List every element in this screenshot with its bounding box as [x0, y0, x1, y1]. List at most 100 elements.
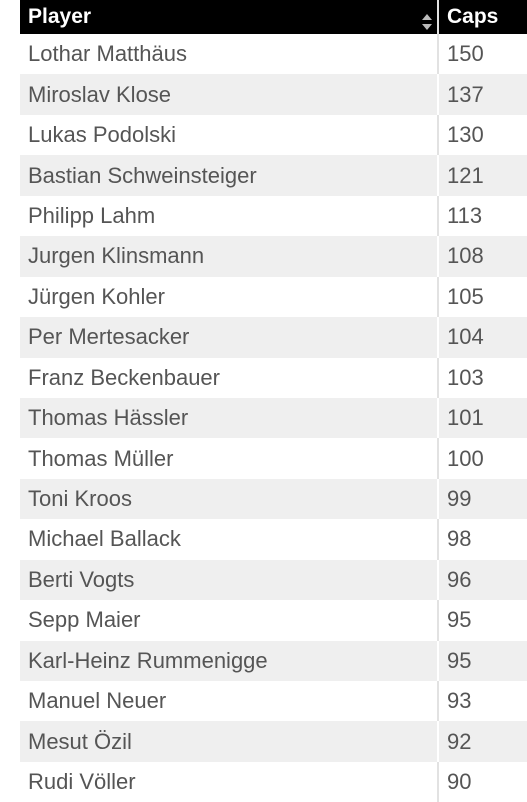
player-name: Thomas Hässler	[28, 405, 189, 431]
table-cell: Michael Ballack	[20, 526, 437, 552]
table-cell: Karl-Heinz Rummenigge	[20, 648, 437, 674]
table-row: Per Mertesacker 104	[20, 317, 527, 358]
player-name: Toni Kroos	[28, 486, 132, 512]
table-cell: 108	[437, 236, 527, 277]
table-row: Thomas Hässler 101	[20, 397, 527, 439]
caps-value: 93	[447, 688, 472, 714]
caps-value: 99	[447, 486, 472, 512]
table-cell: 90	[437, 761, 527, 802]
table-cell: Lothar Matthäus	[20, 41, 437, 67]
table-row: Bastian Schweinsteiger 121	[20, 155, 527, 196]
caps-value: 121	[447, 162, 484, 188]
table-cell: 137	[437, 74, 527, 115]
table-cell: Thomas Hässler	[20, 405, 437, 431]
table-row: Jürgen Kohler 105	[20, 276, 527, 318]
player-name: Lothar Matthäus	[28, 41, 187, 67]
table-cell: Per Mertesacker	[20, 324, 437, 350]
table-row: Toni Kroos 99	[20, 478, 527, 520]
table-row: Miroslav Klose 137	[20, 74, 527, 115]
player-name: Mesut Özil	[28, 728, 132, 754]
table-cell: 92	[437, 721, 527, 762]
caps-value: 113	[447, 202, 483, 228]
player-name: Jürgen Kohler	[28, 283, 165, 309]
caps-value: 108	[447, 243, 484, 269]
player-name: Philipp Lahm	[28, 202, 156, 228]
header-text: Caps	[447, 5, 499, 28]
header-cell[interactable]: Player	[20, 5, 437, 31]
sort-icon[interactable]	[421, 13, 433, 31]
table-cell: 95	[437, 640, 527, 681]
table-cell: Franz Beckenbauer	[20, 365, 437, 391]
table-cell: Lukas Podolski	[20, 122, 437, 148]
table-row: Thomas Müller 100	[20, 438, 527, 479]
caps-value: 130	[447, 122, 484, 148]
table-row: Jurgen Klinsmann 108	[20, 236, 527, 277]
header-cell[interactable]: Caps	[437, 0, 527, 34]
table-cell: Bastian Schweinsteiger	[20, 163, 437, 189]
player-name: Michael Ballack	[28, 526, 181, 552]
caps-value: 137	[447, 81, 484, 107]
player-name: Jurgen Klinsmann	[28, 243, 205, 269]
table-row: Berti Vogts 96	[20, 559, 527, 601]
table-cell: 121	[437, 155, 527, 196]
table-cell: 100	[437, 438, 527, 479]
player-name: Miroslav Klose	[28, 81, 172, 107]
table-cell: Jürgen Kohler	[20, 284, 437, 310]
caps-value: 105	[447, 283, 484, 309]
table-row: Franz Beckenbauer 103	[20, 357, 527, 398]
table-row: Manuel Neuer 93	[20, 681, 527, 722]
table-cell: 101	[437, 397, 527, 439]
table-cell: Manuel Neuer	[20, 688, 437, 714]
table-cell: 150	[437, 34, 527, 75]
caps-value: 95	[447, 647, 472, 673]
table-cell: Mesut Özil	[20, 729, 437, 755]
table-cell: Philipp Lahm	[20, 203, 437, 229]
table-cell: Toni Kroos	[20, 486, 437, 512]
player-name: Lukas Podolski	[28, 122, 176, 148]
player-name: Per Mertesacker	[28, 324, 190, 350]
table-cell: Sepp Maier	[20, 607, 437, 633]
table-cell: Rudi Völler	[20, 769, 437, 795]
table-row: Philipp Lahm 113	[20, 195, 527, 237]
table-row: Mesut Özil 92	[20, 721, 527, 762]
player-name: Franz Beckenbauer	[28, 364, 220, 390]
caps-value: 96	[447, 566, 472, 592]
player-name: Manuel Neuer	[28, 688, 167, 714]
table-row: Lothar Matthäus 150	[20, 34, 527, 75]
table-row: Lukas Podolski 130	[20, 114, 527, 156]
player-name: Karl-Heinz Rummenigge	[28, 647, 268, 673]
table-cell: Miroslav Klose	[20, 82, 437, 108]
caps-value: 101	[447, 405, 484, 431]
table-cell: 105	[437, 276, 527, 318]
player-name: Thomas Müller	[28, 445, 174, 471]
table-cell: 95	[437, 600, 527, 641]
table-cell: 113	[437, 195, 527, 237]
caps-value: 103	[447, 364, 484, 390]
caps-value: 104	[447, 324, 484, 350]
caps-value: 90	[447, 769, 472, 795]
table-row: Sepp Maier 95	[20, 600, 527, 641]
caps-value: 95	[447, 607, 472, 633]
player-name: Bastian Schweinsteiger	[28, 162, 257, 188]
player-name: Rudi Völler	[28, 769, 136, 795]
table-cell: 93	[437, 681, 527, 722]
caps-value: 98	[447, 526, 472, 552]
table-cell: 96	[437, 559, 527, 601]
table: Player Caps Lothar Matthäus 150 Miroslav K…	[20, 0, 527, 802]
table-cell: Jurgen Klinsmann	[20, 243, 437, 269]
caps-value: 150	[447, 41, 484, 67]
table-row: Michael Ballack 98	[20, 519, 527, 560]
table-row: Rudi Völler 90	[20, 761, 527, 802]
table-cell: 130	[437, 114, 527, 156]
header-row: Player Caps	[20, 0, 527, 34]
caps-value: 92	[447, 728, 472, 754]
table-row: Karl-Heinz Rummenigge 95	[20, 640, 527, 681]
table-cell: 103	[437, 357, 527, 398]
player-name: Berti Vogts	[28, 566, 135, 592]
player-name: Sepp Maier	[28, 607, 141, 633]
caps-value: 100	[447, 445, 484, 471]
table-cell: 104	[437, 317, 527, 358]
table-cell: Thomas Müller	[20, 446, 437, 472]
table-cell: 99	[437, 478, 527, 520]
